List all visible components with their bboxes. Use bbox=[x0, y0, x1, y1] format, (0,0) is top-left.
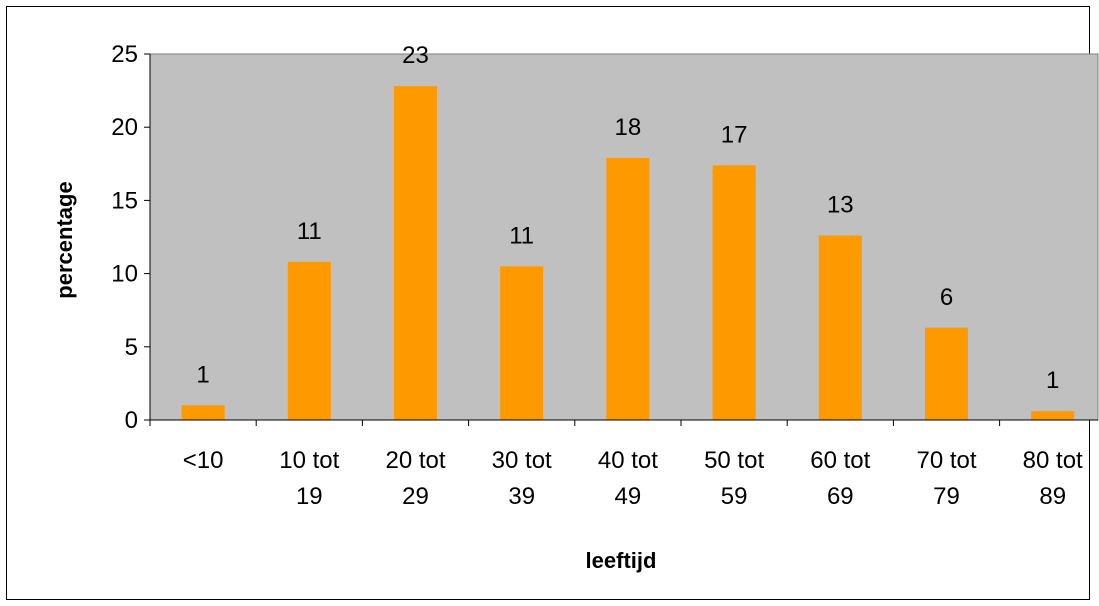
bar bbox=[1031, 411, 1075, 420]
bar bbox=[606, 157, 650, 420]
x-tick-label: 40 tot 49 bbox=[598, 447, 658, 510]
x-tick-label: 20 tot 29 bbox=[385, 447, 445, 510]
data-label: 1 bbox=[196, 361, 209, 388]
bar bbox=[500, 266, 544, 420]
data-label: 13 bbox=[827, 192, 854, 219]
y-tick-label: 20 bbox=[111, 114, 138, 141]
bar bbox=[394, 86, 437, 420]
y-tick-label: 25 bbox=[111, 41, 138, 68]
x-tick-label: 80 tot 89 bbox=[1023, 447, 1083, 510]
x-tick-label: <10 bbox=[183, 447, 224, 474]
data-label: 17 bbox=[721, 121, 748, 148]
y-tick-label: 0 bbox=[125, 407, 138, 434]
data-label: 11 bbox=[297, 218, 322, 245]
data-label: 18 bbox=[615, 114, 642, 141]
data-label: 23 bbox=[402, 42, 429, 69]
bar bbox=[925, 327, 968, 420]
y-tick-label: 10 bbox=[111, 261, 138, 288]
bar bbox=[181, 405, 225, 420]
bar bbox=[712, 165, 756, 420]
data-label: 6 bbox=[940, 284, 953, 311]
x-tick-label: 70 tot 79 bbox=[916, 447, 976, 510]
y-axis-title: percentage bbox=[52, 181, 77, 298]
data-label: 11 bbox=[509, 222, 534, 249]
x-tick-label: 10 tot 19 bbox=[279, 447, 339, 510]
bar bbox=[818, 235, 862, 420]
x-tick-label: 60 tot 69 bbox=[810, 447, 870, 510]
x-axis-title: leeftijd bbox=[586, 548, 657, 573]
x-tick-label: 50 tot 59 bbox=[704, 447, 764, 510]
x-tick-label: 30 tot 39 bbox=[492, 447, 552, 510]
bar bbox=[287, 261, 331, 420]
y-tick-label: 5 bbox=[125, 334, 138, 361]
y-tick-label: 15 bbox=[111, 187, 138, 214]
data-label: 1 bbox=[1046, 367, 1059, 394]
